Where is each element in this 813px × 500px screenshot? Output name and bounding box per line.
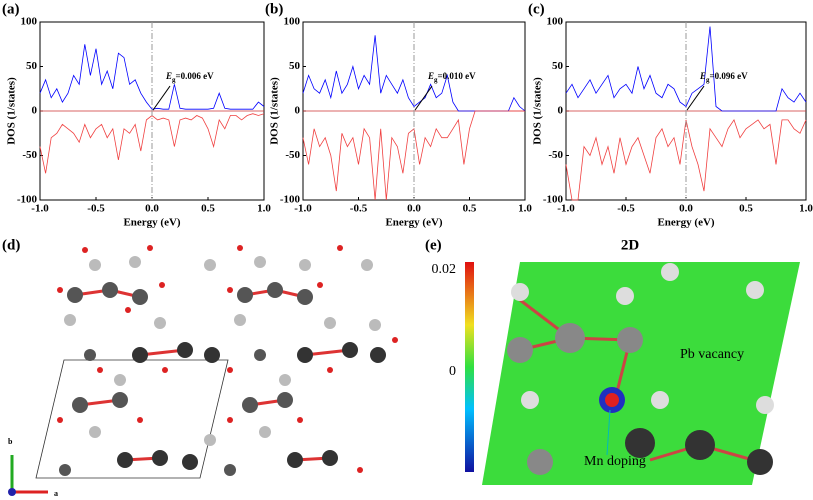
y-axis-label: DOS (1/states) xyxy=(532,77,544,145)
atoms-light xyxy=(64,256,381,446)
y-tick-label: 50 xyxy=(552,60,564,72)
y-tick-label: 100 xyxy=(284,16,301,28)
atoms-light xyxy=(511,263,774,414)
x-tick-label: 1.0 xyxy=(799,203,813,215)
annotation: Pb vacancy xyxy=(680,347,744,362)
x-tick-label: 0.5 xyxy=(201,203,215,215)
dos-panel: -100 -50 0 50 100 -1.0 -0.5 0.0 0.5 1.0 Eg=0.006 e… xyxy=(2,1,271,228)
y-tick-label: -100 xyxy=(543,194,564,206)
atoms-oxygen xyxy=(57,245,398,473)
annotation-symbol: E xyxy=(699,71,706,81)
annotation-symbol: E xyxy=(427,71,434,81)
atoms-pb xyxy=(507,323,643,475)
annotation: Eg=0.006 eV xyxy=(165,71,214,84)
y-tick-label: -50 xyxy=(548,149,563,161)
atoms-black xyxy=(625,428,773,475)
colorbar-label: 0.02 xyxy=(432,262,457,277)
axis-b-label: b xyxy=(8,437,13,446)
structure-d: (d) b a xyxy=(2,237,398,498)
structure-e: (e) 2D 0.02 0 Pb vacancy Mn doping xyxy=(425,237,800,485)
y-tick-label: -50 xyxy=(285,149,300,161)
y-tick-label: -100 xyxy=(280,194,301,206)
colorbar-label: 0 xyxy=(449,364,456,379)
x-tick-label: 0.5 xyxy=(739,203,753,215)
dos-line xyxy=(565,26,807,112)
x-tick-label: 1.0 xyxy=(257,203,271,215)
y-tick-label: 50 xyxy=(289,60,301,72)
x-tick-label: 1.0 xyxy=(518,203,532,215)
annotation-arrow xyxy=(152,85,171,111)
annotation-symbol: E xyxy=(165,71,172,81)
contour-plane xyxy=(482,262,800,485)
y-tick-label: -100 xyxy=(17,194,38,206)
x-axis-label: Energy (eV) xyxy=(657,217,714,229)
x-tick-label: 0.0 xyxy=(679,203,693,215)
y-axis-label: DOS (1/states) xyxy=(6,77,18,145)
panel-label: (b) xyxy=(265,1,283,17)
panel-label: (a) xyxy=(2,1,20,17)
x-axis-label: Energy (eV) xyxy=(385,217,442,229)
unit-cell xyxy=(35,359,229,479)
y-tick-label: 100 xyxy=(547,16,564,28)
y-tick-label: 100 xyxy=(21,16,38,28)
y-tick-label: 0 xyxy=(295,105,301,117)
panel-label: (e) xyxy=(425,237,442,253)
x-tick-label: -1.0 xyxy=(31,203,49,215)
bonds xyxy=(74,288,351,462)
annotation: Mn doping xyxy=(584,454,646,469)
x-tick-label: 0.0 xyxy=(407,203,421,215)
annotation-subscript: g xyxy=(172,76,176,84)
annotation-text: =0.006 eV xyxy=(176,71,215,81)
y-tick-label: 0 xyxy=(32,105,38,117)
x-tick-label: -0.5 xyxy=(87,203,105,215)
y-tick-label: 50 xyxy=(26,60,38,72)
axis-a-label: a xyxy=(54,489,58,498)
y-tick-label: -50 xyxy=(22,149,37,161)
mn-site xyxy=(599,387,625,413)
x-tick-label: -1.0 xyxy=(294,203,312,215)
annotation-arrow xyxy=(686,85,705,111)
atoms-dark xyxy=(59,282,313,476)
annotation-subscript: g xyxy=(434,76,438,84)
x-tick-label: 0.5 xyxy=(463,203,477,215)
x-tick-label: -0.5 xyxy=(617,203,635,215)
panel-label: (d) xyxy=(2,237,20,253)
title: 2D xyxy=(621,237,640,253)
x-tick-label: -0.5 xyxy=(350,203,368,215)
colorbar xyxy=(465,262,474,472)
x-axis-label: Energy (eV) xyxy=(123,217,180,229)
annotation-text: =0.096 eV xyxy=(710,71,749,81)
atoms-black xyxy=(117,342,386,470)
dos-panel: -100 -50 0 50 100 -1.0 -0.5 0.0 0.5 1.0 Eg=0.096 e… xyxy=(528,1,813,228)
pointer xyxy=(606,409,611,456)
annotation: Eg=0.096 eV xyxy=(699,71,748,84)
dos-line xyxy=(39,44,265,110)
panel-label: (c) xyxy=(528,1,545,17)
annotation-text: =0.010 eV xyxy=(438,71,477,81)
x-tick-label: -1.0 xyxy=(557,203,575,215)
axis-c xyxy=(8,488,16,496)
annotation-arrow xyxy=(414,85,433,111)
dos-panel: -100 -50 0 50 100 -1.0 -0.5 0.0 0.5 1.0 Eg=0.010 e… xyxy=(265,1,532,228)
dos-line xyxy=(565,119,807,201)
x-tick-label: 0.0 xyxy=(145,203,159,215)
dos-line xyxy=(302,110,525,201)
y-axis-label: DOS (1/states) xyxy=(269,77,281,145)
annotation-subscript: g xyxy=(706,76,710,84)
annotation: Eg=0.010 eV xyxy=(427,71,476,84)
y-tick-label: 0 xyxy=(558,105,564,117)
